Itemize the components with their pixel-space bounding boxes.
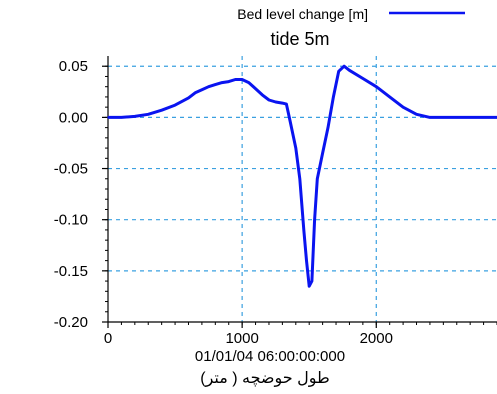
ticks: 0.05 0.00 -0.05 -0.10 -0.15 -0.20 0 1000 2000 (54, 58, 497, 347)
data-point (482, 116, 485, 119)
data-point (308, 285, 311, 288)
data-point (134, 115, 136, 118)
series (107, 64, 497, 288)
y-tick-label: -0.15 (54, 263, 88, 280)
data-point (227, 80, 230, 83)
data-point (388, 96, 391, 98)
data-point (316, 178, 319, 180)
data-point (187, 97, 190, 99)
data-point (174, 104, 176, 106)
data-point (207, 85, 210, 88)
x-axis-title: طول حوضچه ( متر) (200, 370, 330, 388)
data-point (299, 178, 301, 180)
data-point (147, 113, 149, 116)
series-line (108, 64, 497, 288)
y-tick-label: -0.10 (54, 212, 88, 229)
data-point (303, 229, 305, 231)
data-point (313, 218, 316, 221)
y-tick-label: -0.05 (54, 161, 88, 178)
data-point (201, 89, 203, 91)
data-point (337, 70, 340, 73)
data-point (415, 113, 418, 116)
axes (107, 56, 497, 323)
data-point (261, 94, 264, 96)
data-point (348, 69, 351, 72)
x-tick-label: 1000 (225, 330, 258, 347)
chart-title: tide 5m (270, 29, 329, 49)
data-point (107, 116, 109, 119)
data-point (160, 109, 163, 111)
data-point (305, 259, 308, 262)
data-point (402, 106, 404, 108)
data-point (343, 65, 345, 67)
data-point (456, 116, 458, 119)
x-axis-time-label: 01/01/04 06:00:00:000 (195, 348, 345, 365)
data-point (241, 78, 243, 81)
data-point (362, 77, 364, 80)
data-point (268, 99, 270, 101)
y-tick-label: -0.20 (54, 314, 88, 331)
y-tick-label: 0.00 (59, 109, 88, 126)
data-point (311, 280, 313, 282)
x-tick-label: 2000 (360, 330, 393, 347)
data-point (321, 152, 324, 154)
data-point (194, 92, 196, 94)
data-point (327, 126, 329, 129)
data-point (234, 78, 237, 81)
data-point (214, 83, 217, 86)
data-point (281, 102, 284, 104)
data-point (254, 87, 257, 90)
data-point (295, 147, 297, 149)
data-point (289, 121, 292, 124)
grid (108, 56, 497, 322)
data-point (375, 85, 378, 88)
data-point (429, 116, 431, 119)
x-tick-label: 0 (104, 330, 112, 347)
legend-label: Bed level change [m] (237, 6, 368, 22)
data-point (120, 116, 123, 119)
data-point (285, 103, 288, 105)
y-tick-label: 0.05 (59, 58, 88, 75)
data-point (469, 116, 472, 119)
data-point (332, 96, 335, 98)
data-point (274, 101, 277, 103)
data-point (248, 81, 250, 84)
data-point (221, 81, 223, 84)
data-point (442, 116, 445, 119)
